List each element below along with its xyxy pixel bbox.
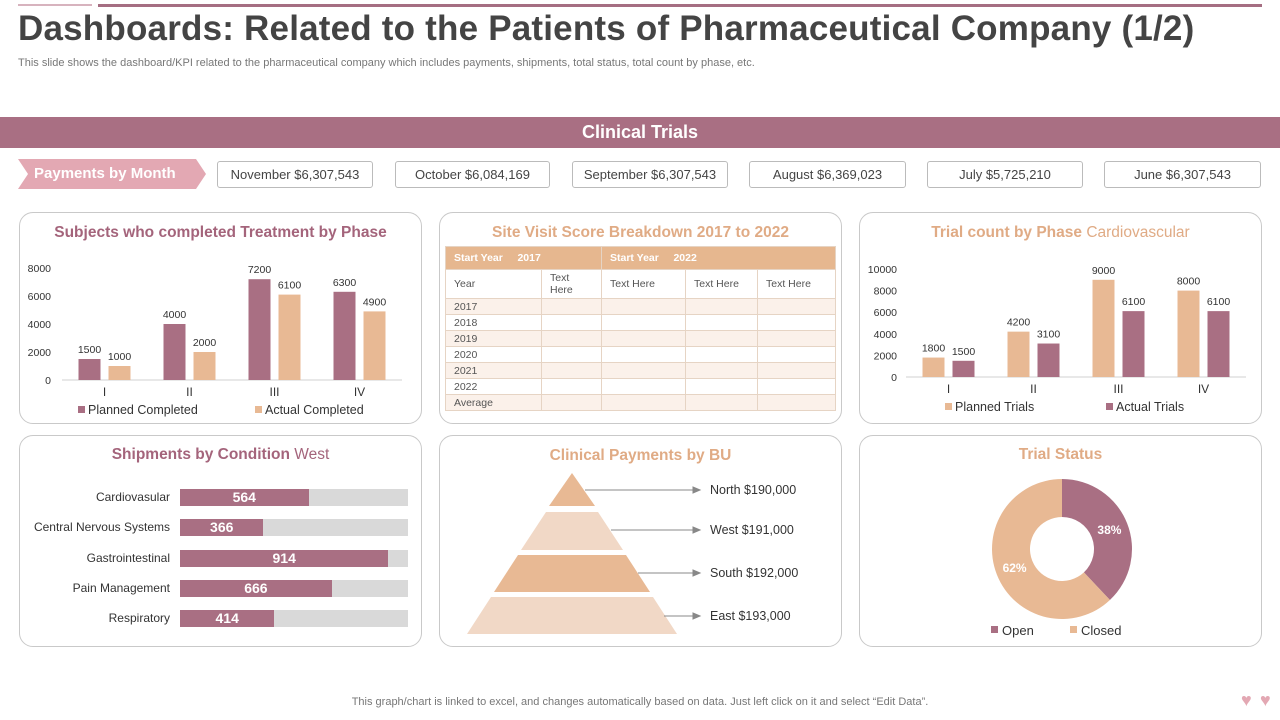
shipments-title: Shipments by Condition West	[111, 446, 330, 463]
heart-icon: ♥	[1241, 690, 1252, 710]
year-header: Year	[445, 269, 542, 299]
shipment-track: 564	[180, 489, 408, 506]
shipment-label: Central Nervous Systems	[33, 520, 170, 535]
clinical-trials-banner: Clinical Trials	[0, 117, 1280, 148]
shipment-bar: 914	[180, 549, 389, 567]
start-year-b: Start Year 2022	[601, 246, 836, 270]
payments-by-month-tag: Payments by Month	[18, 159, 206, 189]
shipment-label: Gastrointestinal	[86, 550, 170, 565]
bu-label-west: West $191,000	[710, 523, 794, 537]
trial-count-panel: Trial count by Phase Cardiovascular	[859, 212, 1262, 424]
shipment-bar: 666	[180, 579, 332, 597]
shipment-bar: 414	[180, 610, 275, 628]
shipment-track: 366	[180, 519, 408, 537]
shipment-track: 666	[180, 579, 408, 597]
payments-bu-title: Clinical Payments by BU	[549, 447, 732, 464]
shipment-track: 914	[180, 549, 408, 567]
payment-month-box: June $6,307,543	[1104, 161, 1261, 188]
site-visit-title: Site Visit Score Breakdown 2017 to 2022	[492, 224, 789, 241]
footer-note: This graph/chart is linked to excel, and…	[351, 696, 929, 708]
table-row: Average	[445, 394, 542, 411]
trial-status-panel: Trial Status	[859, 435, 1262, 647]
site-visit-table: Start Year 2017 Start Year 2022 Year Tex…	[445, 246, 836, 411]
payment-month-box: November $6,307,543	[217, 161, 373, 188]
page-title: Dashboards: Related to the Patients of P…	[18, 9, 1195, 48]
page-subtitle: This slide shows the dashboard/KPI relat…	[18, 57, 755, 69]
bu-label-south: South $192,000	[710, 566, 799, 580]
trial-status-title: Trial Status	[1018, 446, 1103, 463]
shipment-label: Cardiovasular	[95, 490, 170, 504]
shipment-label: Respiratory	[108, 611, 170, 626]
header-accent-line	[18, 4, 92, 6]
table-row: 2022	[445, 378, 542, 395]
table-row: 2019	[445, 330, 542, 347]
shipment-label: Pain Management	[72, 580, 170, 595]
table-row: 2018	[445, 314, 542, 331]
table-row: 2021	[445, 362, 542, 379]
payment-month-box: October $6,084,169	[395, 161, 550, 188]
heart-icon: ♥	[1260, 690, 1271, 710]
shipment-bar: 564	[180, 489, 309, 506]
trial-count-title: Trial count by Phase Cardiovascular	[931, 224, 1190, 241]
table-row: 2017	[445, 298, 542, 315]
payment-month-box: August $6,369,023	[749, 161, 906, 188]
table-row: 2020	[445, 346, 542, 363]
bu-label-north: North $190,000	[710, 483, 797, 497]
shipment-bar: 366	[180, 519, 264, 537]
col-header: Text Here	[685, 269, 758, 299]
payment-month-box: September $6,307,543	[572, 161, 728, 188]
treatment-panel: Subjects who completed Treatment by Phas…	[19, 212, 422, 424]
bu-label-east: East $193,000	[710, 609, 791, 623]
shipment-track: 414	[180, 610, 408, 628]
header-rule	[98, 4, 1262, 7]
col-header: Text Here	[601, 269, 686, 299]
treatment-title: Subjects who completed Treatment by Phas…	[54, 224, 387, 241]
start-year-a: Start Year 2017	[445, 246, 602, 270]
payment-month-box: July $5,725,210	[927, 161, 1083, 188]
col-header: Text Here	[757, 269, 836, 299]
col-header: Text Here	[541, 269, 602, 299]
